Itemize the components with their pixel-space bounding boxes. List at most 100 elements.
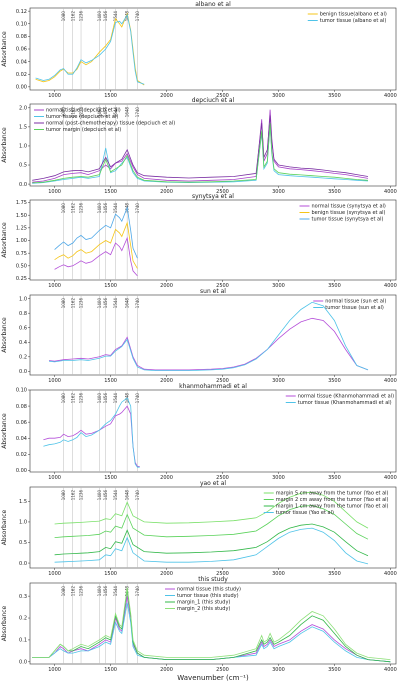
x-tick-label: 1500	[104, 283, 117, 289]
marker-label: 1236	[79, 393, 84, 404]
marker-label: 1740	[135, 393, 140, 404]
y-tick-label: 1.50	[16, 213, 27, 219]
marker-label: 1080	[61, 490, 66, 501]
legend-entry: tumor tissue (Yao et al)	[276, 510, 334, 516]
y-tick-label: 0.75	[16, 251, 27, 257]
x-tick-label: 2500	[216, 283, 229, 289]
marker-label: 1740	[135, 203, 140, 214]
marker-label: 1456	[103, 393, 108, 404]
y-tick-label: 1.0	[19, 144, 27, 150]
y-tick-label: 0.6	[19, 325, 27, 331]
marker-label: 1400	[97, 11, 102, 22]
y-tick-label: 0.5	[19, 540, 27, 546]
marker-label: 1162	[70, 586, 75, 597]
y-tick-label: 1.0	[19, 520, 27, 526]
x-tick-label: 4000	[384, 93, 397, 99]
x-tick-label: 4000	[384, 189, 397, 195]
y-tick-label: 0.06	[16, 47, 27, 53]
series-line	[35, 13, 145, 85]
y-tick-label: 0.04	[16, 436, 27, 442]
panel-title: yao et al	[200, 480, 226, 487]
y-tick-label: 0.0	[19, 182, 27, 188]
y-axis-label: Absorbance	[1, 222, 8, 258]
legend-entry: margin 5 cm away from the tumor (Yao et …	[276, 491, 389, 497]
marker-label: 1400	[97, 393, 102, 404]
y-tick-label: 0.4	[19, 340, 27, 346]
x-tick-label: 4000	[384, 283, 397, 289]
y-tick-label: 0.10	[16, 21, 27, 27]
x-tick-label: 1000	[48, 378, 61, 384]
x-tick-label: 2000	[160, 667, 173, 673]
panel-title: synytsya et al	[192, 193, 234, 200]
y-tick-label: 0.1	[19, 638, 27, 644]
marker-label: 1740	[135, 298, 140, 309]
marker-label: 1648	[125, 490, 130, 501]
marker-label: 1080	[61, 203, 66, 214]
x-tick-label: 2500	[216, 571, 229, 577]
legend-entry: tumor margin (depciuch et al)	[46, 127, 121, 133]
marker-label: 1740	[135, 11, 140, 22]
y-tick-label: 0.3	[19, 594, 27, 600]
marker-label: 1544	[113, 586, 118, 597]
marker-label: 1456	[103, 203, 108, 214]
marker-label: 1456	[103, 298, 108, 309]
y-tick-label: 0.0	[19, 660, 27, 666]
y-tick-label: 1.75	[16, 200, 27, 206]
marker-label: 1544	[113, 298, 118, 309]
y-tick-label: 0.0	[19, 369, 27, 375]
panel-frame	[29, 103, 397, 187]
x-tick-label: 1000	[48, 189, 61, 195]
marker-label: 1544	[113, 393, 118, 404]
x-axis-label: Wavenumber (cm⁻¹)	[177, 674, 249, 682]
marker-label: 1162	[70, 107, 75, 118]
x-tick-label: 4000	[384, 475, 397, 481]
y-tick-label: 0.08	[16, 34, 27, 40]
marker-label: 1400	[97, 107, 102, 118]
marker-label: 1162	[70, 11, 75, 22]
series-line	[54, 491, 369, 529]
y-tick-label: 0.50	[16, 264, 27, 270]
marker-label: 1162	[70, 298, 75, 309]
x-tick-label: 3500	[328, 667, 341, 673]
panel-title: this study	[198, 576, 228, 583]
y-tick-label: 2.0	[19, 106, 27, 112]
x-tick-label: 1500	[104, 189, 117, 195]
x-tick-label: 3500	[328, 475, 341, 481]
x-tick-label: 3000	[272, 475, 285, 481]
legend-entry: benign tissue (synytsya et al)	[312, 210, 386, 216]
y-tick-label: 0.06	[16, 420, 27, 426]
x-tick-label: 1500	[104, 667, 117, 673]
y-tick-label: 0.5	[19, 163, 27, 169]
legend-entry: tumor tissue (albano et al)	[320, 18, 387, 24]
marker-label: 1400	[97, 203, 102, 214]
legend-entry: margin_2 (this study)	[177, 606, 230, 612]
panel-frame	[29, 389, 397, 473]
x-tick-label: 3000	[272, 283, 285, 289]
marker-label: 1080	[61, 107, 66, 118]
series-line	[54, 523, 369, 557]
marker-label: 1236	[79, 586, 84, 597]
x-tick-label: 3500	[328, 571, 341, 577]
marker-label: 1236	[79, 203, 84, 214]
x-tick-label: 1500	[104, 475, 117, 481]
y-tick-label: 0.04	[16, 59, 27, 65]
panel-frame	[29, 199, 397, 281]
marker-label: 1400	[97, 586, 102, 597]
legend-entry: tumor tissue (this study)	[177, 593, 239, 599]
marker-label: 1080	[61, 586, 66, 597]
x-tick-label: 4000	[384, 571, 397, 577]
series-line	[54, 221, 138, 269]
marker-label: 1080	[61, 11, 66, 22]
y-tick-label: 0.8	[19, 311, 27, 317]
x-tick-label: 3500	[328, 378, 341, 384]
x-tick-label: 1000	[48, 283, 61, 289]
marker-label: 1236	[79, 107, 84, 118]
legend-entry: normal tissue (Khanmohammadi et al)	[298, 394, 394, 400]
x-tick-label: 2500	[216, 93, 229, 99]
marker-label: 1162	[70, 393, 75, 404]
series-line	[43, 397, 140, 468]
y-axis-label: Absorbance	[1, 31, 8, 67]
marker-label: 1740	[135, 490, 140, 501]
marker-label: 1162	[70, 490, 75, 501]
